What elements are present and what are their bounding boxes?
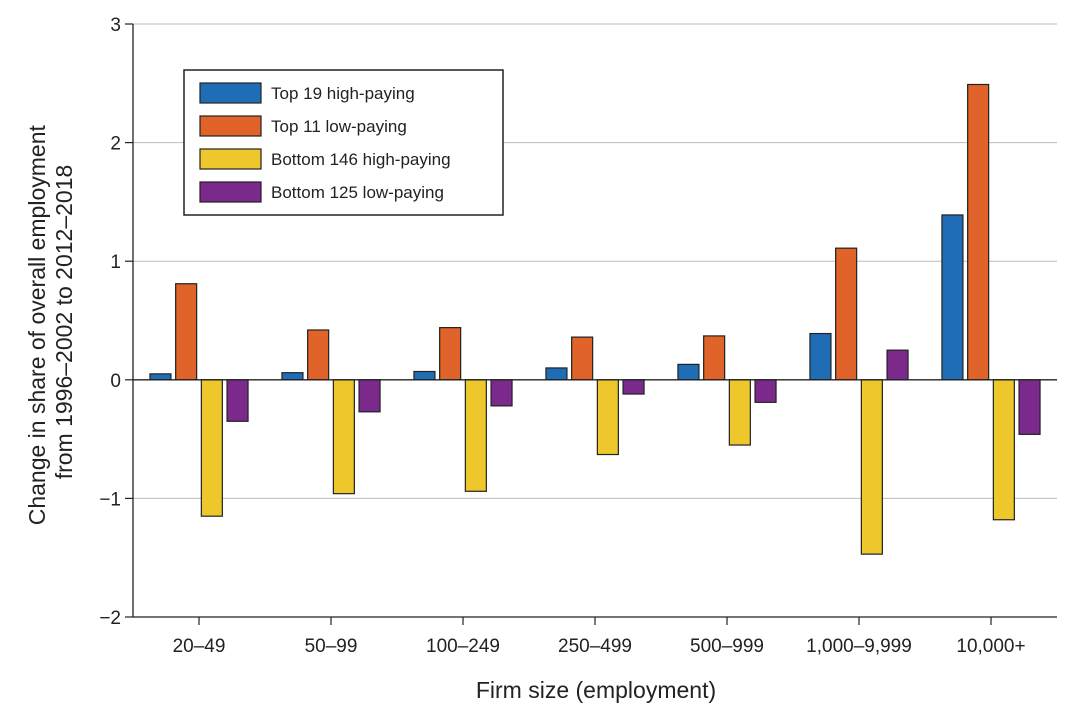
legend-label: Bottom 125 low-paying (271, 183, 444, 202)
tick-labels: −2 −1 0 1 2 3 20–49 50–99 100–249 250–499 500–999 1… (99, 15, 1025, 657)
x-tick-label: 500–999 (690, 636, 764, 657)
bar (941, 214, 964, 381)
bar (490, 379, 513, 407)
x-tick-label: 20–49 (173, 636, 226, 657)
y-tick-label: 0 (110, 371, 121, 392)
bar (992, 379, 1015, 521)
bar (332, 379, 355, 495)
x-tick-label: 1,000–9,999 (806, 636, 912, 657)
legend-label: Bottom 146 high-paying (271, 150, 451, 169)
bar (835, 247, 858, 381)
legend-swatch (199, 82, 262, 104)
y-axis-title-line-2: from 1996–2002 to 2012–2018 (51, 165, 77, 480)
bar (1018, 379, 1041, 435)
bar (860, 379, 883, 555)
bar (886, 349, 909, 381)
y-tick-label: −1 (99, 489, 121, 510)
bars (149, 83, 1041, 555)
bar (809, 332, 832, 381)
bar (281, 372, 304, 381)
x-tick-label: 100–249 (426, 636, 500, 657)
bar (728, 379, 751, 446)
bar (703, 335, 726, 381)
bar (149, 373, 172, 381)
y-tick-label: −2 (99, 608, 121, 629)
bar (307, 329, 330, 381)
bar (439, 327, 462, 381)
bar (967, 83, 990, 381)
y-tick-label: 1 (110, 252, 121, 273)
legend-label: Top 19 high-paying (271, 84, 415, 103)
bar (175, 283, 198, 381)
bar (677, 363, 700, 381)
bar (545, 367, 568, 381)
bar (200, 379, 223, 517)
x-axis-title: Firm size (employment) (476, 677, 716, 703)
y-tick-label: 3 (110, 15, 121, 36)
legend-swatch (199, 181, 262, 203)
bar (754, 379, 777, 403)
bar (571, 336, 594, 381)
y-axis-title: Change in share of overall employment fr… (24, 119, 77, 526)
bar (596, 379, 619, 456)
legend-swatch (199, 115, 262, 137)
bar (226, 379, 249, 422)
bar (622, 379, 645, 395)
x-tick-label: 10,000+ (956, 636, 1025, 657)
axes (125, 23, 1057, 625)
legend-swatch (199, 148, 262, 170)
legend-label: Top 11 low-paying (271, 117, 407, 136)
bar (413, 370, 436, 381)
x-tick-label: 50–99 (305, 636, 358, 657)
legend: Top 19 high-paying Top 11 low-paying Botto… (183, 69, 504, 216)
x-tick-label: 250–499 (558, 636, 632, 657)
y-axis-title-line-1: Change in share of overall employment (24, 125, 50, 526)
y-tick-label: 2 (110, 134, 121, 155)
bar (358, 379, 381, 413)
bar (464, 379, 487, 492)
